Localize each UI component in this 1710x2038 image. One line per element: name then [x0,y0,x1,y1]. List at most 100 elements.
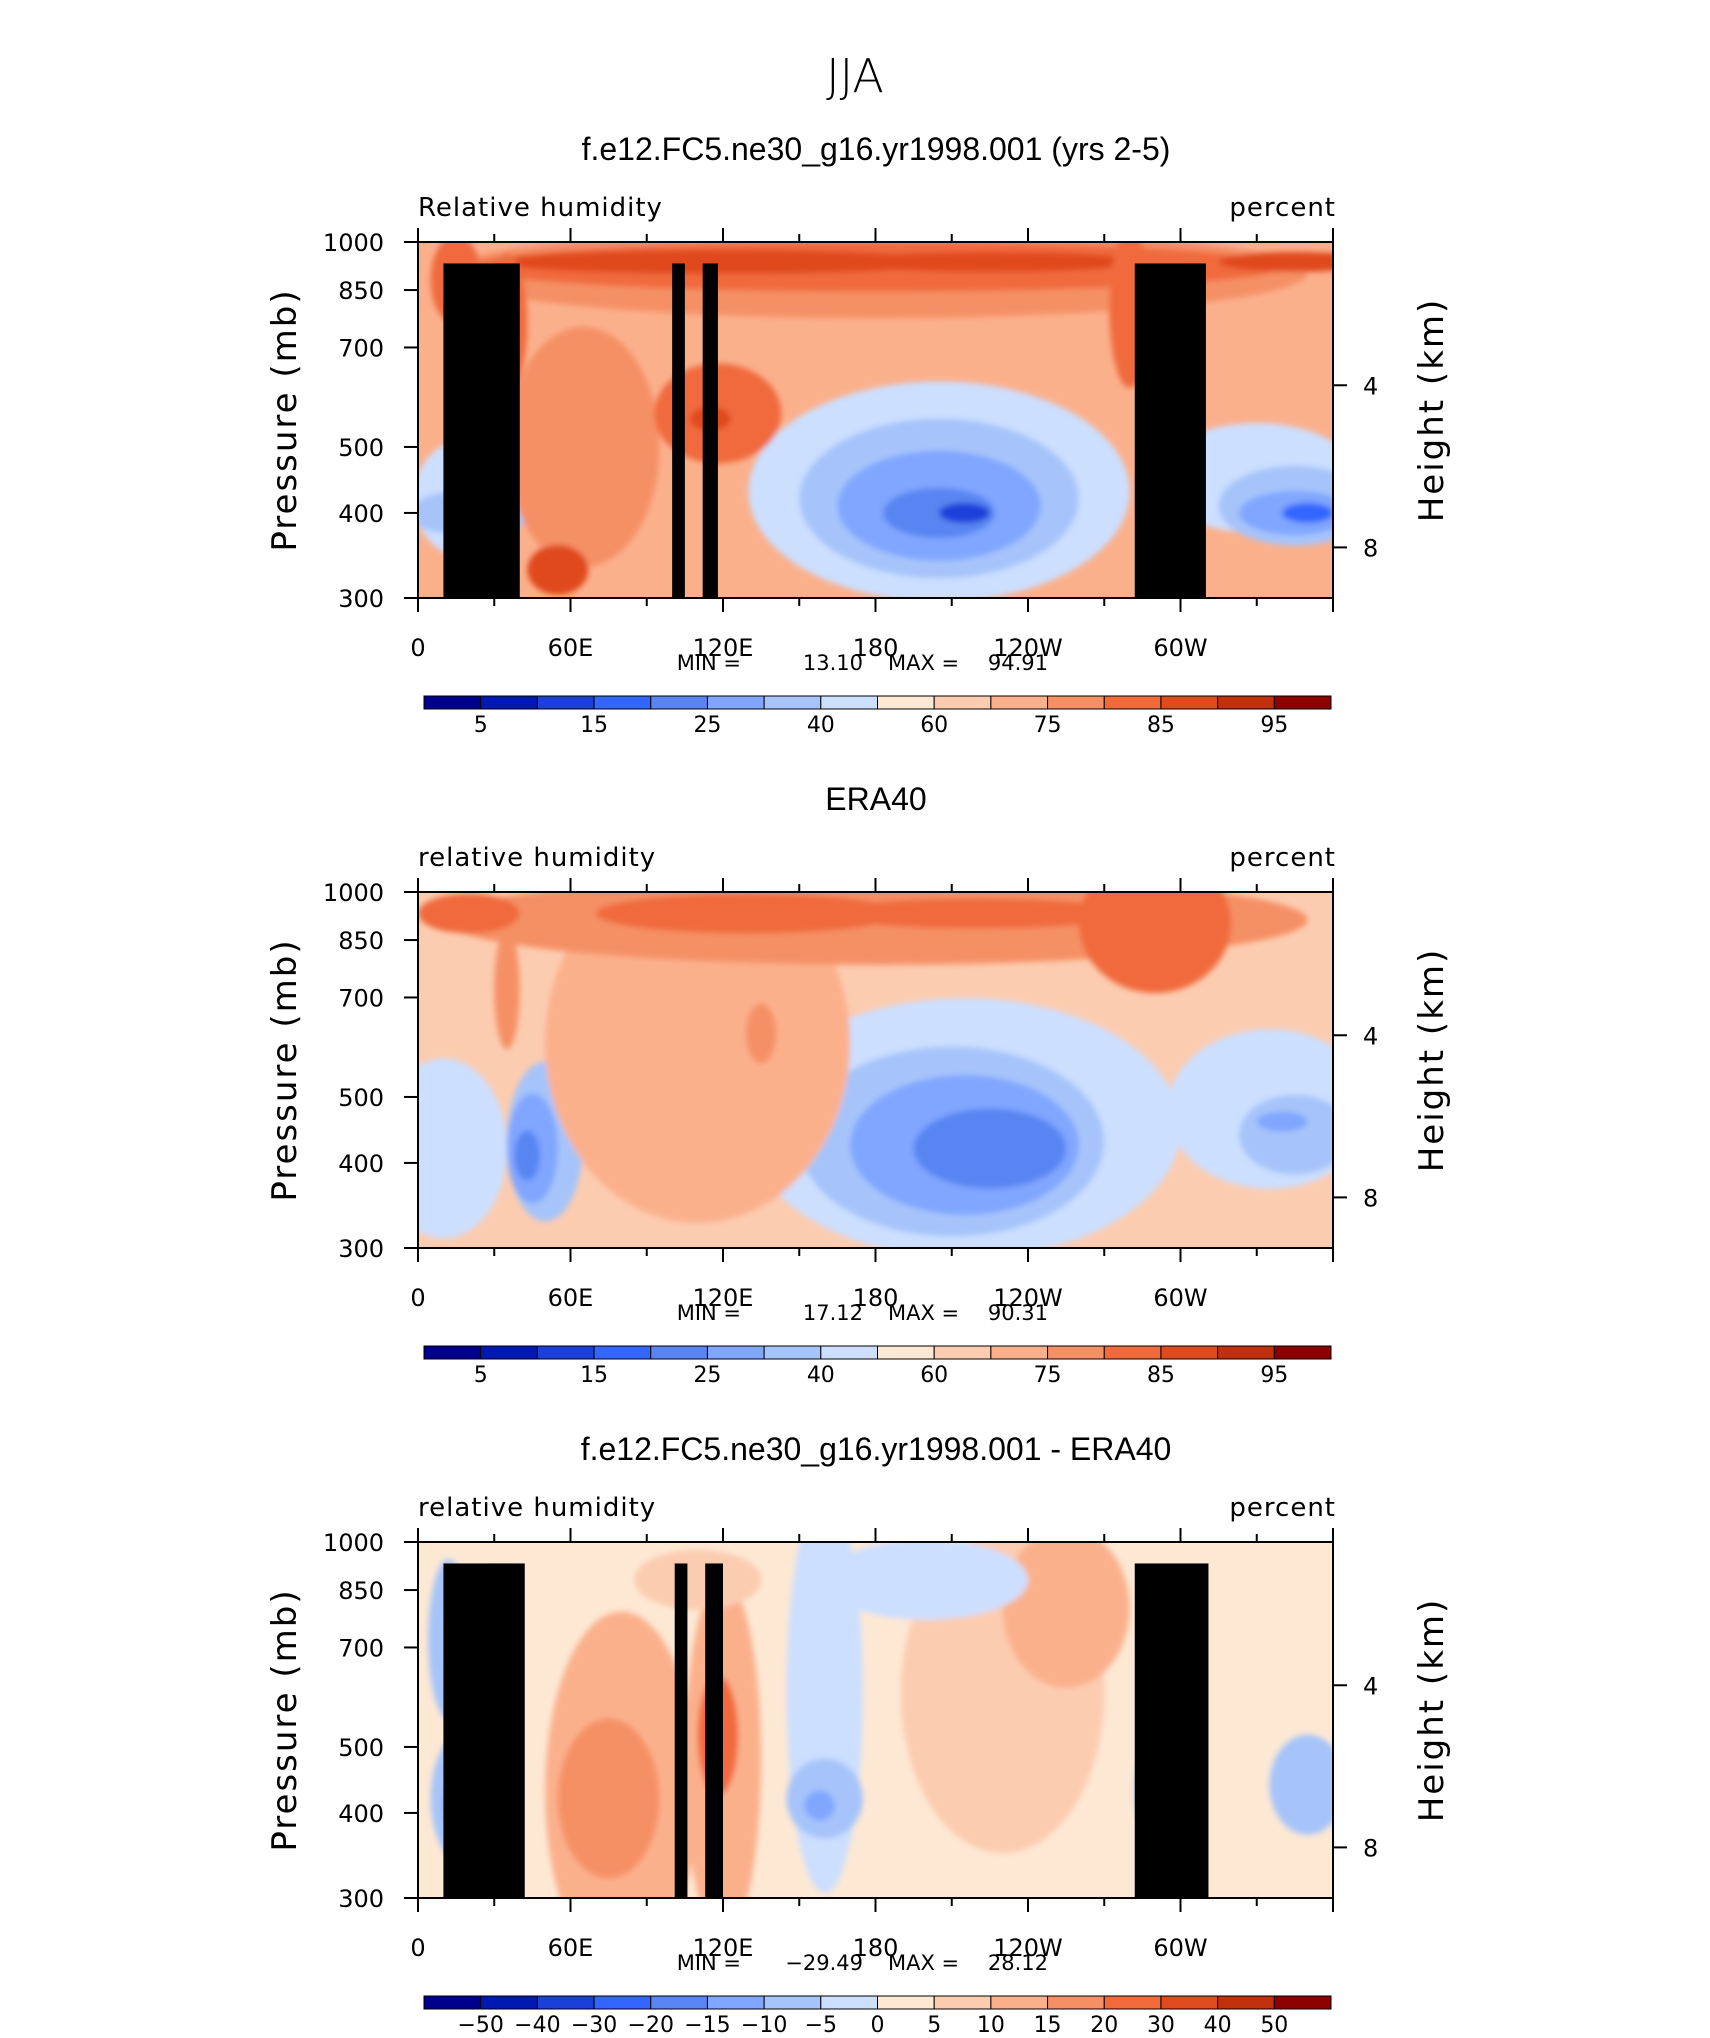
x-tick-label: 120E [693,1284,754,1312]
contour-region [527,544,589,595]
contour-region [804,1790,835,1821]
y-right-tick-label: 8 [1363,1184,1378,1212]
colorbar-label: −5 [805,2013,837,2038]
colorbar-label: 20 [1090,2013,1118,2038]
colorbar-swatch [480,1995,538,2010]
colorbar-swatch [990,1995,1049,2010]
colorbar-swatch [1103,1345,1162,1360]
contour-region [545,892,851,1223]
stats-max-value: 90.31 [988,1301,1048,1325]
stats-min-value: −29.49 [785,1951,863,1975]
colorbar-label: 15 [580,713,608,738]
colorbar-label: 15 [1034,2013,1062,2038]
colorbar-swatch [650,1995,708,2010]
colorbar-swatch [763,695,822,710]
field-blobs [428,1542,1333,1898]
contour-region [634,1549,762,1610]
y-right-axis-title: Height (km) [1412,948,1452,1173]
colorbar-swatch [763,1345,822,1360]
stats-min-label: MIN = [677,651,741,675]
y-tick-label: 300 [338,585,384,613]
colorbar-swatch [650,1345,708,1360]
colorbar-swatch [480,1345,538,1360]
colorbar-label: −15 [684,2013,730,2038]
colorbar-label: 5 [474,1363,488,1388]
x-tick-label: 0 [410,1284,425,1312]
stats-min-label: MIN = [677,1951,741,1975]
x-tick-label: 0 [410,634,425,662]
panel-model: f.e12.FC5.ne30_g16.yr1998.001 (yrs 2-5) R… [265,131,1452,738]
contour-region [1238,1094,1333,1175]
y-axis: 300 400 500 700 850 1000 Pressure (mb) [265,1529,418,1913]
y-right-tick-label: 4 [1363,1672,1378,1700]
x-tick-label: 60W [1153,1284,1207,1312]
panel-difference: f.e12.FC5.ne30_g16.yr1998.001 - ERA40 rel… [265,1431,1452,2038]
contour-region [1002,1542,1130,1688]
y-axis-title: Pressure (mb) [265,1588,305,1851]
colorbar-swatch [536,695,595,710]
y-tick-label: 400 [338,1150,384,1178]
y-axis-right: 8 4 Height (km) [1333,298,1452,562]
x-tick-label: 0 [410,1934,425,1962]
terrain-mask [702,263,718,598]
x-tick-label: 60E [548,1284,594,1312]
colorbar-swatch [877,695,935,710]
colorbar-swatch [1217,1995,1275,2010]
contour-field [418,1542,1333,1898]
y-tick-label: 1000 [323,229,384,257]
colorbar-label: 40 [1204,2013,1232,2038]
y-right-axis-title: Height (km) [1412,298,1452,523]
colorbar-swatch [1047,1345,1105,1360]
panel-title: f.e12.FC5.ne30_g16.yr1998.001 (yrs 2-5) [582,131,1171,167]
colorbar-label: −40 [514,2013,560,2038]
right-string: percent [1229,193,1336,223]
contour-field [418,242,1333,598]
colorbar-swatch [820,1995,878,2010]
colorbar-swatch [990,695,1049,710]
x-tick-label: 120W [993,1934,1063,1962]
contour-region [824,1542,1028,1620]
panel-title: ERA40 [825,781,926,817]
colorbar-swatch [1047,1995,1105,2010]
y-axis-right: 8 4 Height (km) [1333,948,1452,1212]
x-tick-label: 120W [993,1284,1063,1312]
y-tick-label: 300 [338,1235,384,1263]
terrain-mask [674,1563,688,1898]
x-tick-label: 60W [1153,1934,1207,1962]
colorbar: 5 15 25 40 60 75 85 95 [423,1345,1332,1388]
y-axis-title: Pressure (mb) [265,938,305,1201]
colorbar-label: 25 [693,713,721,738]
colorbar-label: 15 [580,1363,608,1388]
terrain-mask [494,263,520,598]
figure-title: JJA [826,49,884,103]
y-tick-label: 500 [338,434,384,462]
y-tick-label: 500 [338,1084,384,1112]
contour-region [494,929,520,1050]
y-tick-label: 500 [338,1734,384,1762]
colorbar-swatch [877,1345,935,1360]
colorbar: −50 −40 −30 −20 −15 −10 −5 0 5 10 15 20 30 40 50 [423,1995,1332,2038]
colorbar-label: −20 [628,2013,674,2038]
colorbar-swatch [536,1995,595,2010]
colorbar-swatch [706,1995,765,2010]
colorbar-swatch [1273,1345,1332,1360]
stats-max-label: MAX = [888,1951,959,1975]
y-axis: 300 400 500 700 850 1000 Pressure (mb) [265,229,418,613]
stats-min-label: MIN = [677,1301,741,1325]
contour-region [745,1003,777,1064]
contour-region [1282,502,1333,523]
colorbar-swatch [1160,695,1219,710]
colorbar-swatch [1217,1345,1275,1360]
left-string: relative humidity [418,1493,656,1523]
colorbar-label: 40 [807,1363,835,1388]
colorbar-label: 85 [1147,713,1175,738]
colorbar-swatch [1047,695,1105,710]
colorbar-swatch [593,695,652,710]
colorbar-swatch [1103,695,1162,710]
colorbar-swatch [423,695,482,710]
colorbar-swatch [593,1345,652,1360]
contour-region [514,1130,540,1181]
stats-max-label: MAX = [888,1301,959,1325]
colorbar-swatch [650,695,708,710]
